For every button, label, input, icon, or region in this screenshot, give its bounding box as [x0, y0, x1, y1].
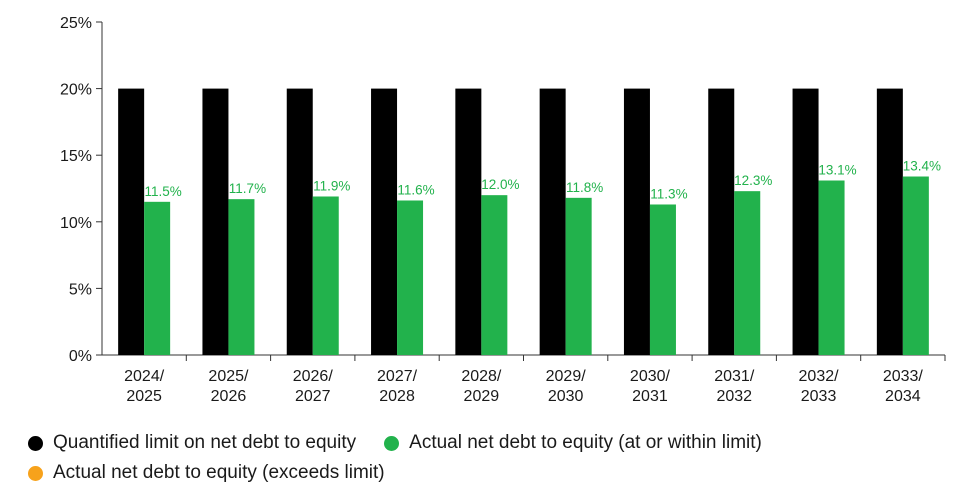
- x-tick-label: 2030/2031: [630, 368, 671, 405]
- data-label: 13.4%: [903, 159, 941, 174]
- data-label: 11.8%: [566, 180, 603, 195]
- bar-chart: 0% 5% 10% 15% 20% 25% 11.5% 2024/2025 11.7% 2025/…: [60, 15, 946, 405]
- legend-label-exceeds: Actual net debt to equity (exceeds limit…: [53, 462, 385, 483]
- x-tick-label-line: 2029: [464, 388, 500, 405]
- x-tick-label-line: 2029/: [546, 368, 587, 385]
- y-tick-label: 15%: [60, 148, 92, 165]
- x-tick-label-line: 2032/: [799, 368, 840, 385]
- x-tick-label: 2033/2034: [883, 368, 924, 405]
- legend-label-within: Actual net debt to equity (at or within …: [409, 432, 762, 453]
- limit-bar: [371, 88, 398, 355]
- data-label: 13.1%: [818, 163, 856, 178]
- limit-bar: [286, 88, 313, 355]
- x-tick-label: 2031/2032: [714, 368, 755, 405]
- actual-bar: [649, 204, 676, 355]
- x-tick-label-line: 2030/: [630, 368, 671, 385]
- x-tick-label: 2024/2025: [124, 368, 165, 405]
- data-label: 12.3%: [734, 173, 772, 188]
- legend: Quantified limit on net debt to equity A…: [28, 428, 948, 488]
- limit-bar: [455, 88, 482, 355]
- actual-bar: [397, 200, 424, 355]
- x-tick-label: 2027/2028: [377, 368, 418, 405]
- limit-bar: [792, 88, 819, 355]
- x-tick-label-line: 2034: [885, 388, 921, 405]
- legend-dot-black-icon: [28, 435, 43, 451]
- limit-bar: [202, 88, 229, 355]
- data-label: 11.3%: [650, 186, 687, 201]
- x-tick-label-line: 2033/: [883, 368, 924, 385]
- x-tick-label-line: 2032: [716, 388, 752, 405]
- x-tick-label-line: 2026/: [293, 368, 334, 385]
- x-tick-label: 2026/2027: [293, 368, 334, 405]
- x-tick-label-line: 2026: [211, 388, 247, 405]
- actual-bar: [565, 197, 592, 355]
- limit-bar: [539, 88, 566, 355]
- y-tick-label: 25%: [60, 15, 92, 32]
- x-tick-label-line: 2028: [379, 388, 415, 405]
- limit-bar: [623, 88, 650, 355]
- legend-label-limit: Quantified limit on net debt to equity: [53, 432, 357, 453]
- data-label: 11.9%: [313, 178, 350, 193]
- limit-bar: [708, 88, 735, 355]
- legend-row-2: Actual net debt to equity (exceeds limit…: [28, 458, 948, 488]
- x-tick-label-line: 2025/: [208, 368, 249, 385]
- x-tick-label: 2028/2029: [461, 368, 502, 405]
- x-tick-label-line: 2031: [632, 388, 668, 405]
- data-label: 11.5%: [145, 184, 182, 199]
- x-tick-label-line: 2033: [801, 388, 837, 405]
- legend-item-exceeds: Actual net debt to equity (exceeds limit…: [28, 462, 385, 484]
- x-tick-label: 2025/2026: [208, 368, 249, 405]
- x-tick-label-line: 2024/: [124, 368, 165, 385]
- x-tick-label-line: 2030: [548, 388, 584, 405]
- legend-item-limit: Quantified limit on net debt to equity: [28, 432, 356, 454]
- y-tick-label: 5%: [69, 281, 92, 298]
- y-tick-label: 0%: [69, 348, 92, 365]
- limit-bar: [876, 88, 903, 355]
- actual-bar: [734, 191, 761, 355]
- actual-bar: [818, 180, 845, 355]
- y-tick-label: 10%: [60, 215, 92, 232]
- data-label: 12.0%: [481, 177, 519, 192]
- y-tick-label: 20%: [60, 82, 92, 99]
- legend-item-within: Actual net debt to equity (at or within …: [384, 432, 762, 454]
- legend-dot-green-icon: [384, 435, 400, 451]
- x-tick-label-line: 2027: [295, 388, 331, 405]
- actual-bar: [312, 196, 339, 355]
- actual-bar: [228, 199, 255, 355]
- x-tick-label: 2029/2030: [546, 368, 587, 405]
- data-label: 11.7%: [229, 181, 266, 196]
- actual-bar: [481, 195, 508, 355]
- legend-dot-orange-icon: [28, 465, 43, 481]
- actual-bar: [902, 176, 929, 355]
- x-tick-label-line: 2025: [126, 388, 162, 405]
- x-tick-label-line: 2031/: [714, 368, 755, 385]
- legend-row-1: Quantified limit on net debt to equity A…: [28, 428, 948, 458]
- x-tick-label-line: 2028/: [461, 368, 502, 385]
- x-tick-label-line: 2027/: [377, 368, 418, 385]
- limit-bar: [118, 88, 145, 355]
- data-label: 11.6%: [397, 182, 434, 197]
- actual-bar: [144, 201, 171, 355]
- x-tick-label: 2032/2033: [799, 368, 840, 405]
